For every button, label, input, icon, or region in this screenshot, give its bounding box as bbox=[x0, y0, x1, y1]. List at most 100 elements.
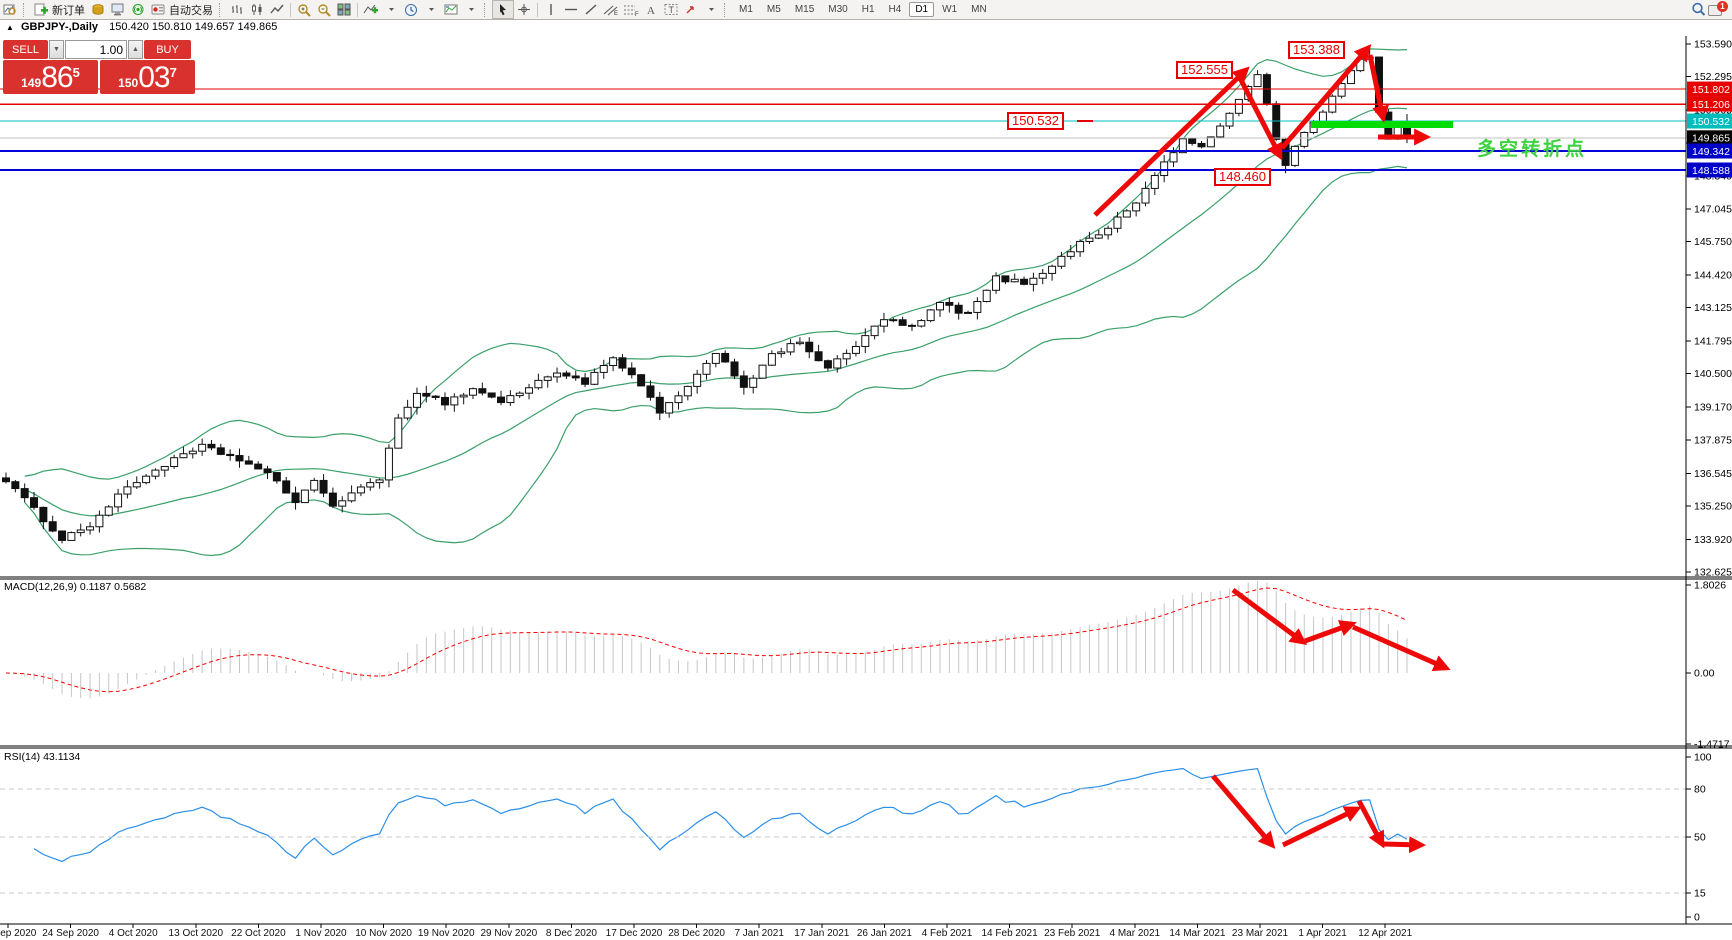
zoom-in-icon[interactable] bbox=[294, 1, 314, 18]
svg-text:12 Apr 2021: 12 Apr 2021 bbox=[1358, 928, 1412, 939]
dropdown-arrow-icon[interactable] bbox=[421, 1, 441, 18]
chart-title: ▲ GBPJPY-,Daily 150.420 150.810 149.657 … bbox=[6, 21, 277, 33]
svg-text:T: T bbox=[669, 5, 675, 15]
svg-text:29 Nov 2020: 29 Nov 2020 bbox=[480, 928, 537, 939]
volume-input[interactable] bbox=[65, 40, 127, 59]
callout-leader bbox=[1077, 120, 1093, 122]
trend-arrow[interactable] bbox=[1356, 799, 1385, 849]
collapse-triangle-icon[interactable]: ▲ bbox=[6, 23, 14, 32]
bid-main: 86 bbox=[41, 61, 73, 94]
auto-trade-icon[interactable] bbox=[148, 1, 168, 18]
svg-text:26 Jan 2021: 26 Jan 2021 bbox=[857, 928, 912, 939]
svg-text:E: E bbox=[614, 11, 618, 16]
search-icon[interactable] bbox=[1688, 1, 1708, 18]
templates-icon[interactable] bbox=[441, 1, 461, 18]
price-callout[interactable]: 152.555 bbox=[1176, 61, 1233, 79]
svg-text:8 Dec 2020: 8 Dec 2020 bbox=[546, 928, 598, 939]
trend-arrow[interactable] bbox=[1231, 587, 1308, 646]
experts-icon[interactable] bbox=[108, 1, 128, 18]
svg-text:100: 100 bbox=[1694, 752, 1712, 764]
tile-windows-icon[interactable] bbox=[334, 1, 354, 18]
toolbar-grip bbox=[724, 2, 729, 17]
signals-icon[interactable] bbox=[128, 1, 148, 18]
arrows-icon[interactable] bbox=[681, 1, 701, 18]
channel-icon[interactable]: E bbox=[601, 1, 621, 18]
svg-text:17 Dec 2020: 17 Dec 2020 bbox=[606, 928, 663, 939]
svg-text:19 Nov 2020: 19 Nov 2020 bbox=[418, 928, 475, 939]
svg-text:15 Sep 2020: 15 Sep 2020 bbox=[0, 928, 37, 939]
trend-arrow[interactable] bbox=[1382, 836, 1427, 854]
trend-arrow[interactable] bbox=[1281, 806, 1362, 848]
svg-text:132.625: 132.625 bbox=[1694, 567, 1732, 579]
dropdown-arrow-icon[interactable] bbox=[701, 1, 721, 18]
line-chart-icon[interactable] bbox=[267, 1, 287, 18]
trend-arrow[interactable] bbox=[1093, 66, 1250, 217]
sell-button[interactable]: SELL bbox=[3, 40, 48, 59]
auto-trade-button[interactable]: 自动交易 bbox=[169, 4, 213, 17]
timeframe-button-h1[interactable]: H1 bbox=[861, 4, 875, 15]
svg-text:143.125: 143.125 bbox=[1694, 302, 1732, 314]
timeframe-button-m1[interactable]: M1 bbox=[739, 4, 753, 15]
svg-text:149.342: 149.342 bbox=[1692, 146, 1730, 158]
new-order-button[interactable]: 新订单 bbox=[52, 4, 85, 17]
fibonacci-icon[interactable]: F bbox=[621, 1, 641, 18]
toolbar-grip bbox=[23, 2, 28, 17]
trend-arrow[interactable] bbox=[1280, 44, 1372, 150]
zoom-out-icon[interactable] bbox=[314, 1, 334, 18]
horizontal-line-icon[interactable] bbox=[561, 1, 581, 18]
periods-clock-icon[interactable] bbox=[401, 1, 421, 18]
price-callout[interactable]: 153.388 bbox=[1288, 41, 1345, 59]
candlestick-chart-icon[interactable] bbox=[247, 1, 267, 18]
trend-arrow[interactable] bbox=[1237, 76, 1283, 161]
macd-label: MACD(12,26,9) 0.1187 0.5682 bbox=[4, 581, 147, 593]
trend-arrow[interactable] bbox=[1351, 624, 1451, 671]
price-callout[interactable]: 148.460 bbox=[1214, 168, 1271, 186]
svg-text:23 Feb 2021: 23 Feb 2021 bbox=[1044, 928, 1101, 939]
svg-text:140.500: 140.500 bbox=[1694, 368, 1732, 380]
trend-arrow[interactable] bbox=[1211, 774, 1276, 849]
chart-preview-icon[interactable] bbox=[0, 1, 20, 18]
chat-notification[interactable]: 1 bbox=[1708, 0, 1728, 18]
ask-price[interactable]: 150 03 7 bbox=[100, 60, 195, 94]
timeframe-button-m5[interactable]: M5 bbox=[766, 4, 781, 15]
trend-arrow[interactable] bbox=[1367, 54, 1389, 123]
svg-text:F: F bbox=[635, 12, 639, 16]
trendline-icon[interactable] bbox=[581, 1, 601, 18]
svg-text:7 Jan 2021: 7 Jan 2021 bbox=[734, 928, 784, 939]
svg-text:135.250: 135.250 bbox=[1694, 500, 1732, 512]
timeframe-button-mn[interactable]: MN bbox=[971, 4, 987, 15]
svg-text:4 Feb 2021: 4 Feb 2021 bbox=[922, 928, 973, 939]
timeframe-button-h4[interactable]: H4 bbox=[888, 4, 902, 15]
volume-increase-button[interactable]: ▲ bbox=[128, 40, 143, 59]
svg-text:148.588: 148.588 bbox=[1692, 165, 1730, 177]
text-label-icon[interactable]: T bbox=[661, 1, 681, 18]
dropdown-arrow-icon[interactable] bbox=[381, 1, 401, 18]
new-order-icon[interactable] bbox=[31, 1, 51, 18]
timeframe-button-w1[interactable]: W1 bbox=[942, 4, 958, 15]
vertical-line-icon[interactable] bbox=[541, 1, 561, 18]
text-icon[interactable]: A bbox=[641, 1, 661, 18]
svg-text:A: A bbox=[647, 5, 655, 16]
cursor-icon[interactable] bbox=[492, 0, 514, 19]
market-icon[interactable] bbox=[88, 1, 108, 18]
trend-arrow[interactable] bbox=[1304, 620, 1357, 644]
chinese-annotation-text[interactable]: 多空转折点 bbox=[1477, 139, 1588, 160]
svg-text:133.920: 133.920 bbox=[1694, 534, 1732, 546]
volume-decrease-button[interactable]: ▼ bbox=[49, 40, 64, 59]
timeframe-group: M1 M5 M15 M30 H1 H4 D1 W1 MN bbox=[732, 0, 994, 19]
timeframe-button-m15[interactable]: M15 bbox=[794, 4, 815, 15]
dropdown-arrow-icon[interactable] bbox=[461, 1, 481, 18]
bid-price[interactable]: 149 86 5 bbox=[3, 60, 98, 94]
crosshair-icon[interactable] bbox=[514, 1, 534, 18]
price-callout[interactable]: 150.532 bbox=[1007, 112, 1064, 130]
svg-text:1 Nov 2020: 1 Nov 2020 bbox=[295, 928, 347, 939]
indicators-icon[interactable] bbox=[361, 1, 381, 18]
toolbar: 新订单 自动交易 bbox=[0, 0, 1732, 20]
buy-button[interactable]: BUY bbox=[144, 40, 191, 59]
bar-chart-icon[interactable] bbox=[227, 1, 247, 18]
timeframe-button-d1[interactable]: D1 bbox=[909, 2, 935, 17]
timeframe-button-m30[interactable]: M30 bbox=[828, 4, 848, 15]
